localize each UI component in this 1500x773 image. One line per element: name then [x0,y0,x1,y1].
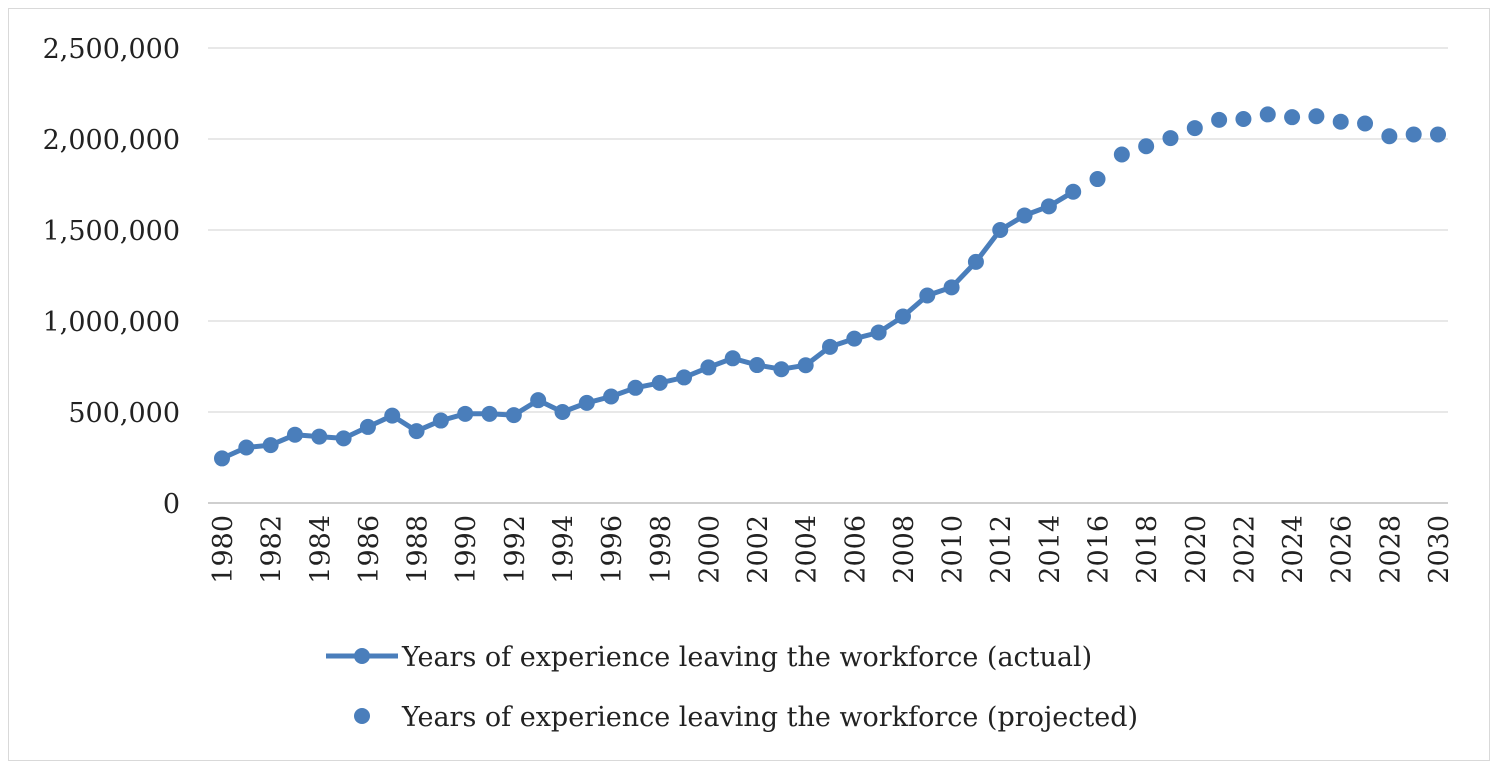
x-tick-label: 1986 [354,515,385,584]
x-tick-label: 1992 [500,515,531,584]
data-point [311,428,328,445]
x-tick-label: 2006 [840,515,871,584]
data-point [1332,113,1349,130]
data-point [676,369,693,386]
data-point [432,412,449,429]
data-point [1089,171,1106,188]
data-point [1381,128,1398,145]
data-point [1065,183,1082,200]
data-point [1308,108,1325,125]
x-tick-label: 2004 [792,515,823,584]
data-point [1186,120,1203,137]
x-tick-label: 1984 [305,515,336,584]
data-point [262,437,279,454]
x-tick-label: 2022 [1229,515,1260,584]
series-projected [1089,106,1446,188]
legend-item-actual: Years of experience leaving the workforc… [326,642,1092,673]
data-point [700,359,717,376]
y-tick-label: 2,500,000 [43,34,180,65]
x-tick-label: 1994 [548,515,579,584]
data-point [1040,198,1057,215]
x-tick-label: 2010 [938,515,969,584]
data-point [408,423,425,440]
x-tick-label: 2026 [1327,515,1358,584]
x-tick-label: 2020 [1181,515,1212,584]
data-point [1211,111,1228,128]
data-point [1016,207,1033,224]
data-point [773,361,790,378]
x-tick-label: 2016 [1084,515,1115,584]
data-point [335,430,352,447]
data-point [943,279,960,296]
data-point [359,418,376,435]
y-tick-label: 0 [163,489,180,520]
data-point [1405,126,1422,143]
x-tick-label: 1998 [646,515,677,584]
series-actual [214,183,1082,467]
data-point [554,404,571,420]
legend-label-projected: Years of experience leaving the workforc… [401,702,1138,733]
data-point [505,407,522,424]
data-point [603,388,620,405]
data-point [967,253,984,270]
data-point [1357,115,1374,132]
x-tick-label: 2028 [1375,515,1406,584]
x-tick-label: 1980 [208,515,239,584]
x-tick-label: 2014 [1035,515,1066,584]
x-tick-label: 1988 [403,515,434,584]
x-tick-label: 2024 [1278,515,1309,584]
x-tick-label: 2000 [694,515,725,584]
data-point [992,222,1009,238]
data-point [457,405,474,422]
x-tick-label: 2030 [1424,515,1455,584]
x-tick-label: 1990 [451,515,482,584]
data-point [384,407,401,424]
data-point [214,450,230,467]
series-line [220,189,1075,461]
legend-marker-projected [354,708,370,724]
data-point [724,350,741,367]
x-tick-label: 1996 [597,515,628,584]
data-point [822,338,838,355]
legend: Years of experience leaving the workforc… [326,642,1138,733]
x-tick-label: 2002 [743,515,774,584]
data-point [749,357,766,374]
x-axis-ticks: 1980 1982 1984 1986 1988 1990 1992 1994 1996 1998… [208,515,1455,584]
data-point [627,379,644,396]
data-point [894,308,911,325]
data-point [1162,130,1179,147]
y-tick-label: 1,500,000 [43,216,180,247]
series [214,106,1446,467]
data-point [846,330,863,347]
data-point [1113,146,1130,163]
gridlines [208,47,1448,504]
data-point [870,324,887,341]
data-point [1284,109,1301,126]
data-point [1138,138,1155,155]
x-tick-label: 2008 [889,515,920,584]
data-point [238,439,255,456]
data-point [530,392,547,409]
legend-marker-actual [354,648,370,664]
data-point [651,374,668,391]
y-tick-label: 1,000,000 [43,307,180,338]
legend-label-actual: Years of experience leaving the workforc… [401,642,1092,673]
x-tick-label: 2012 [986,515,1017,584]
legend-item-projected: Years of experience leaving the workforc… [354,702,1138,733]
data-point [578,394,595,411]
data-point [481,405,498,422]
y-axis-ticks: 0 500,000 1,000,000 1,500,000 2,000,000 2,500… [43,34,180,520]
y-tick-label: 500,000 [68,398,180,429]
data-point [1235,110,1252,127]
data-point [797,357,814,374]
data-point [1430,126,1446,143]
data-point [286,426,303,443]
x-tick-label: 2018 [1132,515,1163,584]
data-point [919,287,936,304]
x-tick-label: 1982 [257,515,288,584]
data-point [1259,106,1276,123]
chart-frame [8,8,1490,761]
y-tick-label: 2,000,000 [43,125,180,156]
